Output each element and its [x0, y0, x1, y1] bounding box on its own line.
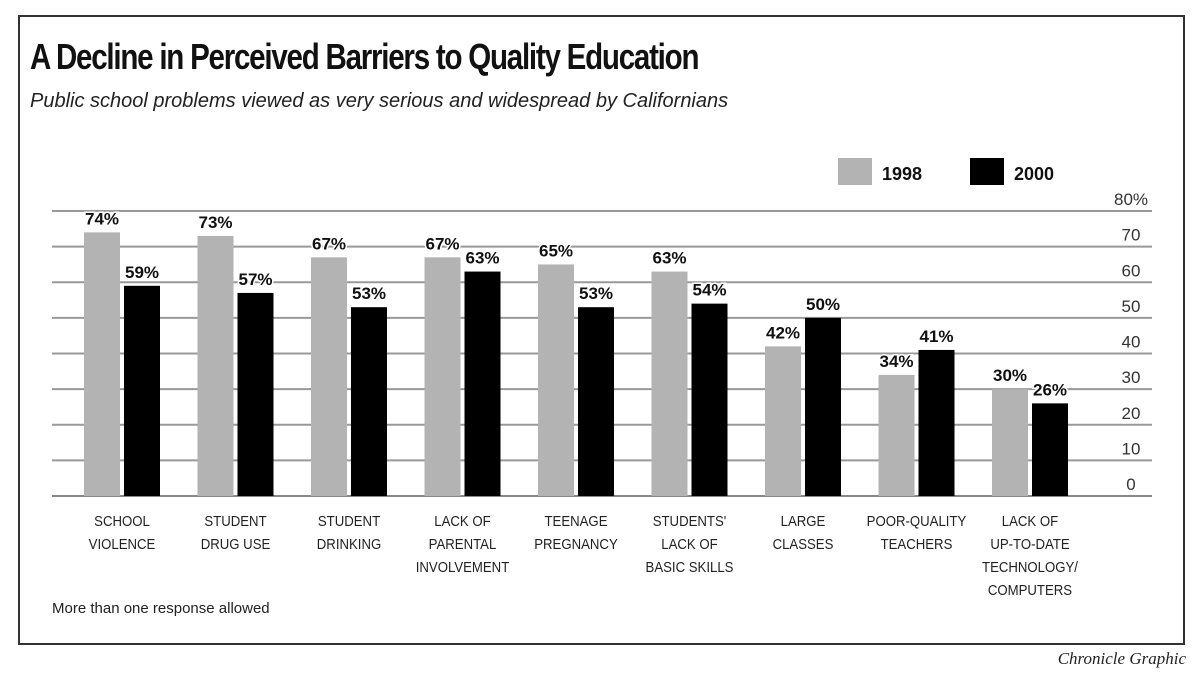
x-tick-label: LACK OF — [434, 512, 491, 529]
bar — [124, 285, 160, 496]
x-tick-label: DRINKING — [317, 535, 381, 552]
y-tick-label: 50 — [1122, 297, 1141, 316]
legend-swatch — [838, 158, 872, 185]
data-label: 26% — [1033, 380, 1067, 399]
bar — [424, 257, 461, 496]
y-tick-label: 80% — [1114, 190, 1148, 209]
x-tick-label: TEACHERS — [881, 535, 953, 552]
x-tick-label: DRUG USE — [201, 535, 271, 552]
bar — [765, 346, 801, 496]
bar — [351, 307, 387, 496]
chart-subtitle: Public school problems viewed as very se… — [30, 90, 729, 112]
data-label: 73% — [198, 213, 232, 232]
data-label: 53% — [352, 284, 386, 303]
data-label: 63% — [465, 249, 499, 268]
data-label: 63% — [652, 249, 686, 268]
y-tick-label: 70 — [1122, 226, 1141, 245]
x-tick-label: PREGNANCY — [534, 535, 618, 552]
legend-label: 2000 — [1014, 164, 1054, 184]
bar — [1032, 403, 1068, 496]
bar — [878, 374, 915, 496]
legend-label: 1998 — [882, 164, 922, 184]
data-label: 53% — [579, 284, 613, 303]
x-tick-label: VIOLENCE — [89, 535, 156, 552]
data-label: 50% — [806, 295, 840, 314]
y-tick-label: 40 — [1122, 333, 1141, 352]
x-tick-label: LACK OF — [661, 535, 718, 552]
y-tick-label: 20 — [1122, 404, 1141, 423]
data-label: 41% — [919, 327, 953, 346]
data-label: 34% — [879, 352, 913, 371]
bar — [197, 235, 234, 496]
data-label: 65% — [539, 241, 573, 260]
data-label: 67% — [425, 234, 459, 253]
bar — [84, 232, 120, 496]
bar — [464, 271, 501, 496]
bar — [691, 303, 728, 496]
chart-note: More than one response allowed — [52, 600, 270, 617]
bar — [918, 349, 955, 496]
x-tick-label: STUDENT — [318, 512, 381, 529]
legend-swatch — [970, 158, 1004, 185]
bar — [578, 307, 614, 496]
bar — [538, 264, 574, 496]
x-tick-label: COMPUTERS — [988, 581, 1072, 598]
chart-frame — [18, 15, 1185, 645]
y-tick-label: 30 — [1122, 368, 1141, 387]
x-tick-label: LACK OF — [1002, 512, 1059, 529]
x-tick-label: STUDENTS' — [653, 512, 727, 529]
x-tick-label: TEENAGE — [544, 512, 607, 529]
bar — [805, 317, 841, 496]
x-tick-label: LARGE — [781, 512, 826, 529]
x-tick-label: TECHNOLOGY/ — [982, 558, 1078, 575]
x-tick-label: CLASSES — [773, 535, 834, 552]
chart-credit: Chronicle Graphic — [1057, 649, 1186, 668]
bar — [651, 271, 688, 496]
data-label: 42% — [766, 323, 800, 342]
x-tick-label: PARENTAL — [429, 535, 497, 552]
data-label: 74% — [85, 209, 119, 228]
x-tick-label: BASIC SKILLS — [646, 558, 734, 575]
x-tick-label: POOR-QUALITY — [867, 512, 967, 529]
y-tick-label: 60 — [1122, 261, 1141, 280]
data-label: 67% — [312, 234, 346, 253]
x-tick-label: INVOLVEMENT — [416, 558, 510, 575]
data-label: 30% — [993, 366, 1027, 385]
bar — [992, 389, 1028, 496]
bar — [311, 257, 347, 496]
data-label: 57% — [238, 270, 272, 289]
y-tick-label: 10 — [1122, 439, 1141, 458]
x-tick-label: SCHOOL — [94, 512, 150, 529]
data-label: 59% — [125, 263, 159, 282]
chart-title: A Decline in Perceived Barriers to Quali… — [30, 36, 699, 77]
bar — [237, 292, 274, 496]
y-tick-label: 0 — [1126, 475, 1135, 494]
x-tick-label: UP-TO-DATE — [990, 535, 1069, 552]
x-tick-label: STUDENT — [204, 512, 267, 529]
data-label: 54% — [692, 281, 726, 300]
